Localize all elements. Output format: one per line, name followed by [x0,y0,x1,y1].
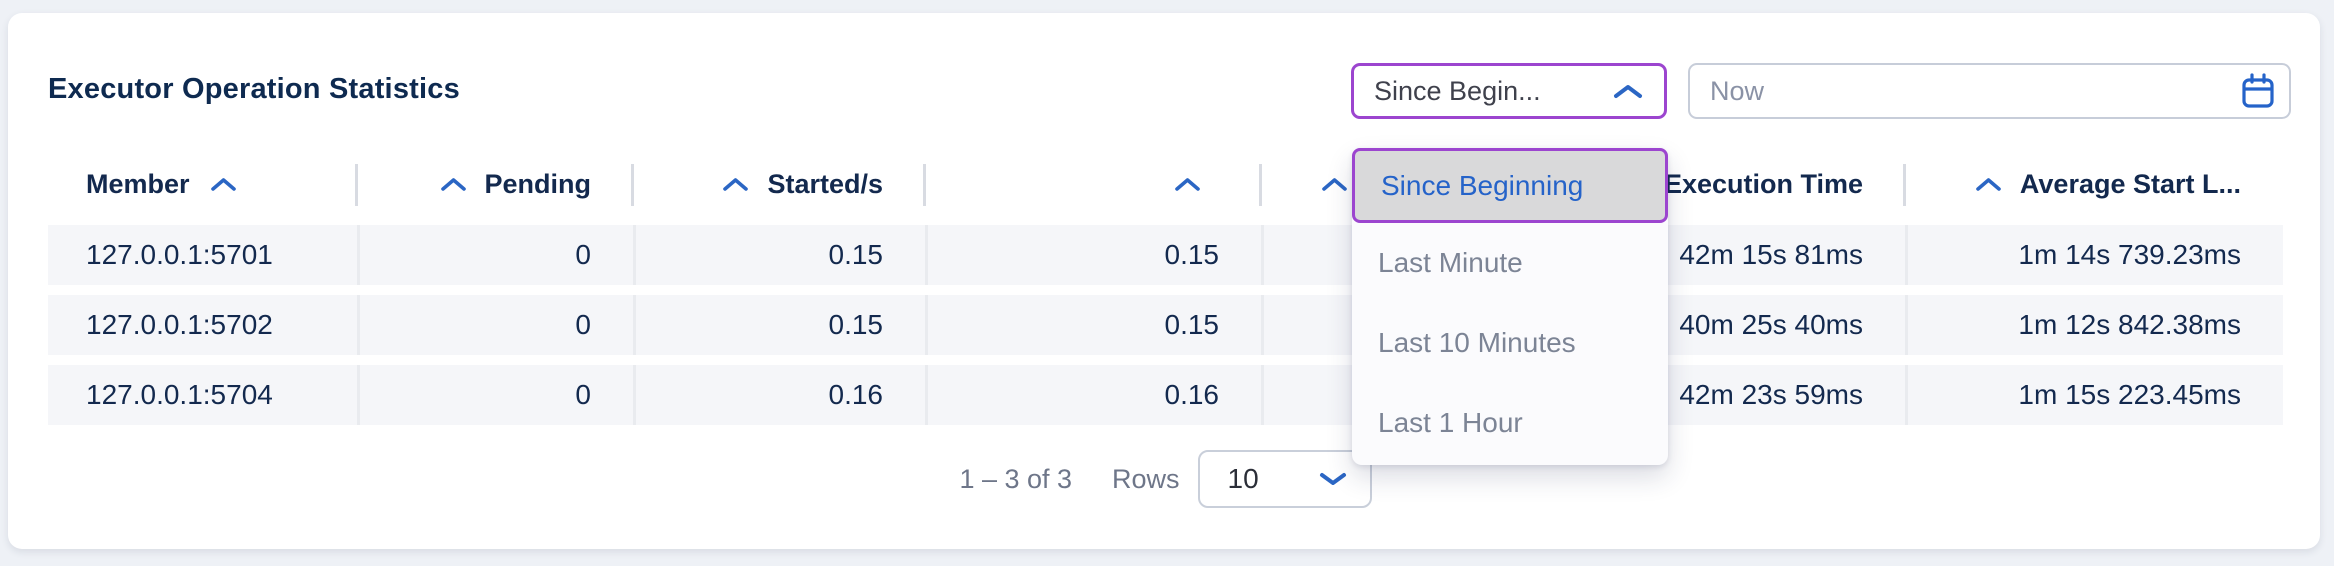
sort-ascending-icon [1975,177,2002,192]
cell-completed: 0.15 [925,295,1261,355]
pagination: 1 – 3 of 3 Rows 10 [48,450,2283,508]
menu-item-since-beginning[interactable]: Since Beginning [1352,148,1668,223]
cell-pending: 0 [357,365,633,425]
column-header-pending[interactable]: Pending [355,155,633,213]
time-range-dropdown[interactable]: Since Begin... [1351,63,1667,119]
cell-member: 127.0.0.1:5704 [86,379,273,410]
column-header-completed[interactable] [923,155,1261,213]
cell-hidden [1261,365,1600,425]
table-row[interactable]: 127.0.0.1:5701 0 0.15 0.15 42m 15s 81ms … [48,225,2283,285]
column-header-started[interactable]: Started/s [631,155,925,213]
column-header-label: Average Start L... [2019,168,2241,199]
sort-ascending-icon [440,177,467,192]
menu-item-label: Since Beginning [1381,169,1584,201]
menu-item-label: Last 1 Hour [1378,407,1523,438]
menu-item-last-minute[interactable]: Last Minute [1352,223,1668,303]
menu-item-label: Last Minute [1378,247,1523,278]
sort-ascending-icon [722,177,749,192]
menu-item-last-1-hour[interactable]: Last 1 Hour [1352,383,1668,463]
sort-ascending-icon [1321,177,1348,192]
cell-pending: 0 [357,225,633,285]
chevron-up-icon [1612,83,1644,100]
column-header-hidden[interactable] [1259,155,1600,213]
cell-completed: 0.15 [925,225,1261,285]
cell-pending: 0 [357,295,633,355]
end-time-value: Now [1710,75,1765,106]
menu-item-last-10-minutes[interactable]: Last 10 Minutes [1352,303,1668,383]
table-row[interactable]: 127.0.0.1:5702 0 0.15 0.15 40m 25s 40ms … [48,295,2283,355]
time-range-menu: Since Beginning Last Minute Last 10 Minu… [1352,148,1668,465]
panel-title: Executor Operation Statistics [48,73,460,105]
sort-ascending-icon [210,177,237,192]
chevron-down-icon [1318,471,1348,487]
sort-ascending-icon [1174,177,1201,192]
cell-started: 0.16 [633,365,925,425]
cell-started: 0.15 [633,295,925,355]
executor-statistics-panel: Executor Operation Statistics Since Begi… [8,13,2320,549]
cell-started: 0.15 [633,225,925,285]
column-header-label: Member [86,168,190,199]
column-header-label: Execution Time [1663,168,1863,199]
calendar-icon[interactable] [2239,71,2277,111]
time-range-value: Since Begin... [1374,75,1541,106]
end-time-input[interactable]: Now [1688,63,2291,119]
cell-member: 127.0.0.1:5701 [86,239,273,270]
cell-hidden [1261,295,1600,355]
cell-avg-start-latency: 1m 15s 223.45ms [1905,365,2283,425]
column-header-execution-time[interactable]: Execution Time [1598,155,1905,213]
table-row[interactable]: 127.0.0.1:5704 0 0.16 0.16 42m 23s 59ms … [48,365,2283,425]
pagination-range: 1 – 3 of 3 [959,463,1073,494]
column-header-label: Pending [484,168,592,199]
cell-member: 127.0.0.1:5702 [86,309,273,340]
cell-avg-start-latency: 1m 12s 842.38ms [1905,295,2283,355]
cell-hidden [1261,225,1600,285]
column-header-label: Started/s [767,168,883,199]
menu-item-label: Last 10 Minutes [1378,327,1576,358]
column-header-member[interactable]: Member [48,155,357,213]
table-header-row: Member Pending Started/s [48,155,2283,213]
cell-avg-start-latency: 1m 14s 739.23ms [1905,225,2283,285]
cell-completed: 0.16 [925,365,1261,425]
rows-per-page-label: Rows [1112,463,1180,494]
rows-per-page-select[interactable]: 10 [1197,450,1372,508]
column-header-avg-start-latency[interactable]: Average Start L... [1903,155,2283,213]
rows-per-page-value: 10 [1227,463,1259,494]
